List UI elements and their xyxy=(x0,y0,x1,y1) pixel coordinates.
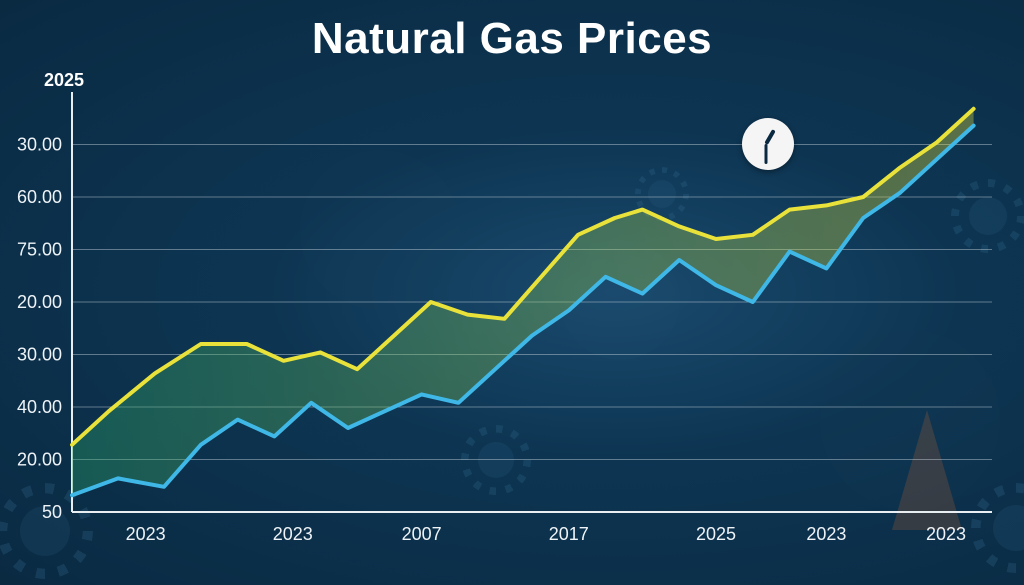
y-tick-label: 60.00 xyxy=(17,187,62,207)
x-tick-label: 2023 xyxy=(273,524,313,544)
chart-title: Natural Gas Prices xyxy=(0,14,1024,64)
x-tick-label: 2017 xyxy=(549,524,589,544)
x-tick-label: 2025 xyxy=(696,524,736,544)
x-tick-label: 2007 xyxy=(402,524,442,544)
y-tick-label: 20.00 xyxy=(17,450,62,470)
y-tick-label: 75.00 xyxy=(17,240,62,260)
y-tick-label: 50 xyxy=(42,502,62,522)
y-tick-label: 20.00 xyxy=(17,292,62,312)
x-tick-label: 2023 xyxy=(126,524,166,544)
chart-area: 5020.0040.0030.0020.0075.0060.0030.00202… xyxy=(72,92,992,512)
clock-icon xyxy=(742,118,794,170)
y-tick-label: 30.00 xyxy=(17,135,62,155)
y-tick-label: 30.00 xyxy=(17,345,62,365)
sub-year-label: 2025 xyxy=(44,70,84,91)
x-tick-label: 2023 xyxy=(926,524,966,544)
line-chart-svg: 5020.0040.0030.0020.0075.0060.0030.00202… xyxy=(72,92,992,562)
x-tick-label: 2023 xyxy=(806,524,846,544)
y-tick-label: 40.00 xyxy=(17,397,62,417)
